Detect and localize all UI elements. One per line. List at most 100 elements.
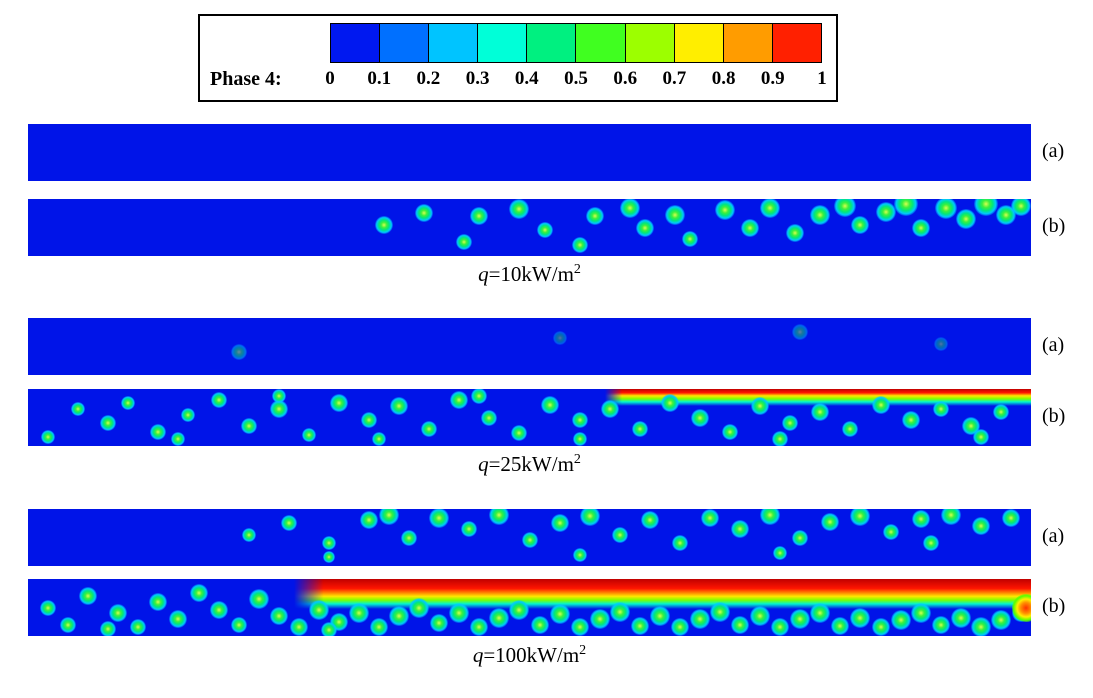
vapor-bubble — [893, 199, 918, 216]
vapor-bubble — [790, 608, 811, 629]
vapor-bubble — [390, 397, 409, 416]
vapor-bubble — [660, 394, 679, 413]
vapor-bubble — [240, 418, 257, 435]
colorbar-title: Phase 4: — [210, 68, 282, 90]
vapor-bubble — [640, 511, 659, 530]
vapor-bubble — [992, 403, 1009, 420]
vapor-bubble — [40, 599, 57, 616]
vapor-bubble — [751, 397, 770, 416]
vapor-bubble — [1010, 199, 1031, 216]
vapor-bubble — [360, 511, 379, 530]
caption-superscript: 2 — [579, 643, 587, 658]
vapor-bubble — [536, 222, 553, 239]
vapor-bubble — [209, 601, 228, 620]
vapor-bubble — [971, 517, 990, 536]
vapor-bubble — [450, 391, 469, 410]
caption-superscript: 2 — [573, 262, 581, 277]
vapor-bubble — [810, 204, 831, 225]
vapor-bubble — [511, 425, 528, 442]
vapor-bubble — [579, 509, 600, 526]
contour-strip-q25-a — [28, 318, 1031, 375]
vapor-bubble — [571, 236, 588, 253]
vapor-bubble — [372, 432, 387, 446]
vapor-bubble — [301, 427, 316, 442]
vapor-bubble — [792, 324, 809, 341]
colorbar-segment — [772, 24, 821, 62]
vapor-bubble — [329, 394, 348, 413]
vapor-bubble — [269, 607, 288, 626]
vapor-bubble — [308, 600, 329, 621]
caption-q10: q=10kW/m2 — [28, 262, 1031, 287]
colorbar-tick-label: 0.9 — [760, 68, 785, 89]
vapor-bubble — [169, 609, 188, 628]
caption-q100: q=100kW/m2 — [28, 643, 1031, 668]
vapor-bubble — [750, 606, 771, 627]
vapor-bubble — [461, 520, 478, 537]
colorbar-segment — [429, 24, 479, 62]
vapor-bubble — [792, 529, 809, 546]
vapor-bubble — [429, 509, 450, 528]
vapor-bubble — [471, 389, 488, 404]
vapor-bubble — [671, 535, 688, 552]
colorbar-segment — [527, 24, 577, 62]
vapor-bubble — [715, 200, 736, 221]
colorbar-segment — [331, 24, 381, 62]
vapor-film-band — [604, 389, 1031, 407]
vapor-bubble — [972, 429, 989, 446]
colorbar-segment — [576, 24, 626, 62]
vapor-bubble — [60, 616, 77, 633]
vapor-bubble — [470, 207, 489, 226]
vapor-bubble — [550, 514, 569, 533]
vapor-bubble — [664, 204, 685, 225]
vapor-bubble — [481, 409, 498, 426]
vapor-bubble — [521, 532, 538, 549]
vapor-bubble — [540, 395, 559, 414]
vapor-bubble — [670, 618, 689, 636]
vapor-bubble — [130, 619, 147, 636]
colorbar-segment — [625, 24, 675, 62]
vapor-bubble — [842, 420, 859, 437]
vapor-bubble — [530, 615, 549, 634]
vapor-bubble — [773, 546, 788, 561]
vapor-bubble — [990, 610, 1011, 631]
contour-strip-q25-b — [28, 389, 1031, 446]
vapor-bubble — [322, 551, 335, 564]
vapor-bubble — [973, 199, 998, 216]
vapor-bubble — [741, 218, 760, 237]
contour-strip-q10-a — [28, 124, 1031, 181]
vapor-bubble — [210, 392, 227, 409]
vapor-bubble — [572, 547, 587, 562]
colorbar-tick-label: 0.7 — [662, 68, 687, 89]
vapor-bubble — [570, 618, 589, 636]
vapor-bubble — [552, 330, 567, 345]
vapor-bubble — [470, 618, 489, 636]
vapor-bubble — [970, 617, 991, 636]
vapor-bubble — [509, 600, 530, 621]
colorbar-tick-label: 1 — [817, 68, 827, 89]
vapor-bubble — [934, 199, 957, 219]
caption-text: =10kW/m — [488, 262, 574, 286]
colorbar: Phase 4: 0 0.1 0.2 0.3 0.4 0.5 0.6 0.7 0.8 0.9 1 — [198, 14, 838, 102]
vapor-bubble — [549, 604, 570, 625]
vapor-bubble — [100, 621, 117, 636]
caption-text: =100kW/m — [483, 643, 580, 667]
vapor-bubble — [248, 588, 269, 609]
vapor-bubble — [690, 608, 710, 629]
vapor-bubble — [871, 395, 890, 414]
vapor-bubble — [589, 608, 610, 629]
vapor-bubble — [189, 584, 208, 603]
vapor-bubble — [375, 215, 394, 234]
vapor-bubble — [71, 401, 86, 416]
vapor-bubble — [701, 509, 720, 527]
vapor-bubble — [811, 402, 830, 421]
vapor-bubble — [649, 606, 670, 627]
vapor-bubble — [230, 344, 247, 361]
vapor-bubble — [401, 529, 418, 546]
vapor-bubble — [1001, 509, 1020, 527]
vapor-bubble — [635, 218, 654, 237]
colorbar-tick-label: 0.8 — [711, 68, 736, 89]
vapor-bubble — [109, 604, 128, 623]
vapor-bubble — [379, 509, 400, 525]
panel-label-q10-a: (a) — [1042, 140, 1065, 162]
